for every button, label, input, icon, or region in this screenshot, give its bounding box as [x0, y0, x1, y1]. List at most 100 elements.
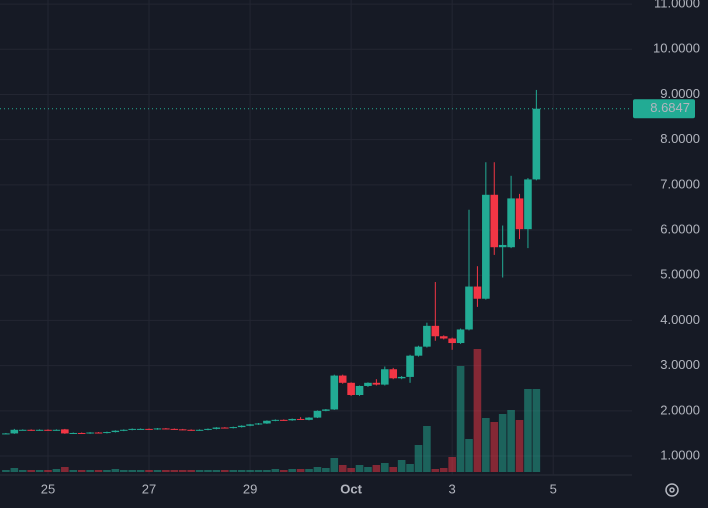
volume-bar: [465, 439, 473, 472]
candle-body: [18, 429, 27, 431]
y-tick-label: 8.0000: [660, 131, 700, 146]
x-tick-label: Oct: [340, 481, 362, 496]
settings-gear[interactable]: [665, 483, 679, 497]
candle-body: [94, 432, 103, 434]
candle-body: [439, 336, 448, 339]
volume-bar: [229, 470, 238, 472]
volume-bar: [10, 468, 19, 472]
volume-bar: [355, 465, 364, 472]
volume-bar: [94, 470, 103, 472]
candle-body: [52, 429, 61, 431]
candle-body: [246, 424, 254, 426]
volume-bar: [473, 349, 482, 472]
volume-bar: [136, 470, 145, 472]
volume-bar: [86, 470, 94, 472]
candle-body: [69, 432, 78, 434]
candle-body: [10, 429, 19, 434]
x-tick-label: 29: [243, 481, 257, 496]
volume-bar: [103, 470, 111, 472]
candle-body: [372, 382, 381, 385]
candle-body: [381, 369, 389, 385]
x-tick-label: 25: [41, 481, 55, 496]
volume-bar: [296, 469, 305, 472]
candle-body: [86, 432, 94, 434]
x-tick-label: 27: [142, 481, 156, 496]
candle-body: [347, 382, 355, 396]
volume-bar: [61, 467, 69, 472]
volume-bar: [237, 470, 246, 472]
candle-body: [305, 417, 313, 420]
volume-bar: [119, 470, 128, 472]
candle-body: [473, 286, 482, 299]
volume-bar: [364, 467, 372, 472]
volume-bar: [389, 467, 398, 472]
settings-center[interactable]: [669, 487, 675, 493]
volume-bar: [515, 420, 524, 472]
volume-bar: [263, 470, 271, 472]
volume-bar: [347, 468, 355, 472]
candle-body: [128, 428, 136, 430]
candle-body: [364, 382, 372, 386]
candle-body: [237, 425, 246, 428]
candle-body: [524, 179, 532, 230]
volume-bar: [212, 470, 221, 472]
candle-body: [448, 338, 456, 344]
volume-bar: [27, 470, 35, 472]
candle-body: [431, 325, 440, 337]
volume-bar: [187, 470, 195, 472]
y-tick-label: 6.0000: [660, 221, 700, 236]
volume-bar: [288, 469, 296, 472]
volume-bar: [18, 470, 27, 472]
volume-bar: [153, 470, 162, 472]
volume-bar: [69, 470, 78, 472]
volume-bar: [423, 426, 431, 472]
volume-bar: [322, 468, 330, 472]
x-tick-label: 3: [449, 481, 456, 496]
settings-icon[interactable]: [665, 483, 679, 497]
volume-bar: [305, 469, 313, 472]
candle-body: [322, 409, 330, 411]
volume-bar: [178, 470, 187, 472]
candle-body: [204, 428, 212, 430]
y-tick-label: 4.0000: [660, 312, 700, 327]
volume-bar: [204, 470, 212, 472]
candle-body: [61, 429, 69, 434]
volume-bar: [414, 445, 423, 472]
candle-body: [136, 428, 145, 430]
volume-bar: [524, 389, 532, 472]
volume-bar: [52, 469, 61, 472]
volume-bar: [330, 458, 339, 472]
candle-body: [456, 329, 465, 344]
volume-bar: [490, 422, 499, 472]
last-price-box: [633, 99, 695, 119]
candle-body: [119, 429, 128, 431]
candle-body: [145, 428, 153, 430]
volume-bar: [372, 465, 381, 472]
candle-body: [187, 429, 195, 431]
y-tick-label: 5.0000: [660, 267, 700, 282]
y-tick-label: 2.0000: [660, 402, 700, 417]
x-tick-label: 5: [550, 481, 557, 496]
y-tick-label: 11.0000: [654, 0, 700, 11]
candle-body: [482, 194, 490, 299]
y-tick-label: 9.0000: [660, 86, 700, 101]
volume-bar: [221, 470, 229, 472]
volume-bar: [456, 366, 465, 472]
candle-body: [178, 429, 187, 431]
volume-bar: [145, 470, 153, 472]
candle-body: [162, 428, 170, 430]
volume-bar: [313, 467, 322, 472]
candle-body: [153, 428, 162, 430]
candle-body: [414, 346, 423, 356]
last-price-label: 8.6847: [650, 100, 690, 115]
candle-body: [465, 286, 473, 330]
candle-body: [279, 419, 288, 421]
volume-bar: [44, 470, 52, 472]
volume-bar: [170, 470, 179, 472]
candle-body: [263, 420, 271, 424]
volume-bar: [195, 470, 204, 472]
candle-body: [35, 429, 44, 431]
y-tick-label: 1.0000: [660, 447, 700, 462]
candle-body: [389, 369, 398, 379]
